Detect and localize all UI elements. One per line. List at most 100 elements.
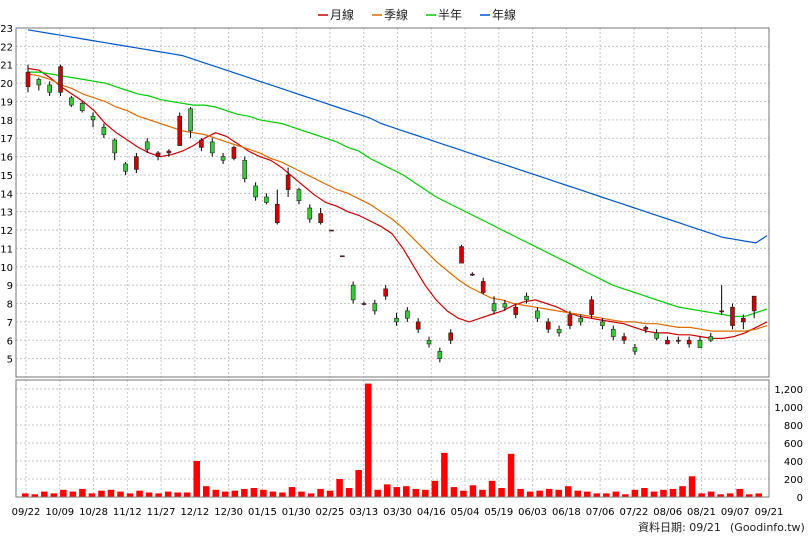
volume-bar xyxy=(117,491,124,497)
candle-body xyxy=(719,310,724,313)
legend-label: 季線 xyxy=(384,7,408,22)
candle-body xyxy=(567,314,573,326)
candle-body xyxy=(459,246,464,264)
candle-body xyxy=(437,350,443,359)
candle-body xyxy=(296,189,302,201)
candle-body xyxy=(47,84,52,93)
candle-body xyxy=(361,303,367,305)
volume-bar xyxy=(212,489,220,497)
volume-bar xyxy=(145,492,153,497)
candle-body xyxy=(610,328,616,337)
candle-body xyxy=(556,328,562,334)
volume-y-tick-label: 400 xyxy=(784,457,803,468)
volume-bar xyxy=(460,490,467,497)
volume-bar xyxy=(241,488,248,497)
volume-bar xyxy=(336,479,343,497)
candle-body xyxy=(686,339,692,345)
candlestick-series xyxy=(25,64,757,363)
volume-bar xyxy=(469,485,477,497)
volume-bars xyxy=(22,383,762,497)
moving-average-lines xyxy=(27,29,768,339)
volume-bar xyxy=(564,486,572,497)
volume-bar xyxy=(450,487,458,497)
candle-body xyxy=(513,306,519,315)
candle-body xyxy=(470,273,475,276)
candle-body xyxy=(545,321,551,330)
candle-body xyxy=(741,317,746,323)
price-y-tick-label: 11 xyxy=(0,244,13,255)
x-tick-label: 10/28 xyxy=(79,507,108,518)
volume-bar xyxy=(60,489,67,497)
legend-label: 月線 xyxy=(330,7,354,22)
x-tick-label: 01/30 xyxy=(282,507,311,518)
ma-line-月線 xyxy=(27,67,768,339)
candle-body xyxy=(448,332,453,341)
candle-body xyxy=(209,141,215,154)
volume-bar xyxy=(698,493,705,497)
volume-bar xyxy=(679,486,686,497)
price-y-tick-label: 18 xyxy=(0,116,13,127)
x-tick-label: 10/09 xyxy=(45,507,74,518)
price-y-tick-label: 19 xyxy=(0,97,13,108)
volume-bar xyxy=(507,453,515,497)
candle-body xyxy=(502,303,508,308)
volume-bar xyxy=(736,488,743,497)
volume-bar xyxy=(422,489,429,497)
price-y-tick-label: 13 xyxy=(0,208,13,219)
candle-body xyxy=(589,299,594,315)
volume-y-tick-label: 1,200 xyxy=(774,385,803,396)
x-tick-label: 12/12 xyxy=(180,507,209,518)
candle-body xyxy=(199,139,204,148)
price-y-tick-label: 5 xyxy=(7,355,13,366)
price-y-tick-label: 6 xyxy=(7,336,13,347)
chart-legend: 月線 季線 半年 年線 xyxy=(318,7,516,22)
candle-body xyxy=(600,321,605,326)
candle-body xyxy=(144,141,150,150)
volume-bar xyxy=(174,492,181,497)
candle-body xyxy=(394,317,399,323)
volume-bar xyxy=(155,493,162,497)
volume-bar xyxy=(622,494,629,497)
volume-bar xyxy=(269,491,277,497)
volume-bar xyxy=(755,493,762,497)
candle-body xyxy=(524,295,529,301)
candle-body xyxy=(79,103,85,111)
source-label: (Goodinfo.tw) xyxy=(730,521,805,534)
candle-body xyxy=(708,336,714,341)
candle-body xyxy=(578,317,584,323)
candle-body xyxy=(134,156,139,170)
volume-bar xyxy=(41,491,48,497)
legend-label: 年線 xyxy=(492,7,516,22)
x-tick-label: 08/21 xyxy=(687,507,716,518)
volume-bar xyxy=(403,486,410,497)
volume-bar xyxy=(345,488,353,497)
candle-body xyxy=(426,339,432,345)
volume-bar xyxy=(307,493,315,497)
x-tick-label: 07/22 xyxy=(619,507,648,518)
candle-body xyxy=(632,347,638,352)
candle-body xyxy=(675,339,681,342)
volume-bar xyxy=(412,488,420,497)
volume-bar xyxy=(183,492,191,497)
price-y-tick-label: 12 xyxy=(0,226,13,237)
candle-body xyxy=(307,207,313,220)
volume-bar xyxy=(612,491,620,497)
volume-bar xyxy=(717,494,724,497)
volume-bar xyxy=(488,480,496,497)
candle-body xyxy=(101,126,107,135)
candle-body xyxy=(69,97,74,106)
candle-body xyxy=(697,339,703,348)
price-y-tick-label: 15 xyxy=(0,171,13,182)
candle-body xyxy=(231,147,237,159)
volume-bar xyxy=(288,487,296,497)
volume-bar xyxy=(593,493,601,497)
candle-body xyxy=(730,306,735,326)
volume-bar xyxy=(536,490,543,497)
candle-body xyxy=(318,213,323,224)
candle-body xyxy=(383,288,388,297)
candle-body xyxy=(405,310,410,319)
candle-body xyxy=(177,115,183,146)
candle-body xyxy=(123,163,128,172)
x-tick-label: 01/15 xyxy=(248,507,277,518)
